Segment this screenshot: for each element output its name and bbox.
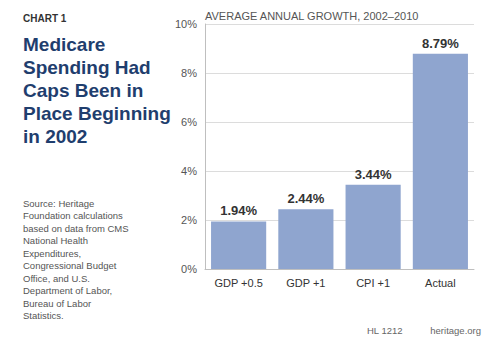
svg-text:6%: 6% (181, 116, 197, 128)
svg-text:4%: 4% (181, 165, 197, 177)
svg-text:GDP +0.5: GDP +0.5 (214, 277, 262, 289)
svg-text:Bureau of Labor: Bureau of Labor (23, 298, 94, 309)
svg-text:2%: 2% (181, 214, 197, 226)
svg-text:based on data from CMS: based on data from CMS (23, 223, 131, 234)
svg-text:8%: 8% (181, 67, 197, 79)
svg-text:GDP +1: GDP +1 (286, 277, 325, 289)
svg-text:in 2002: in 2002 (23, 126, 87, 147)
svg-text:Department of Labor,: Department of Labor, (23, 285, 115, 296)
svg-text:Expenditures,: Expenditures, (23, 248, 84, 259)
svg-text:2.44%: 2.44% (287, 191, 324, 206)
svg-text:CPI +1: CPI +1 (356, 277, 390, 289)
svg-text:1.94%: 1.94% (220, 203, 257, 218)
svg-text:10%: 10% (175, 18, 197, 30)
svg-text:Spending Had: Spending Had (23, 57, 156, 78)
svg-text:Congressional Budget: Congressional Budget (23, 260, 119, 271)
svg-text:8.79%: 8.79% (422, 36, 459, 51)
svg-text:Statistics.: Statistics. (23, 310, 64, 321)
svg-text:3.44%: 3.44% (355, 167, 392, 182)
svg-text:CHART 1: CHART 1 (23, 13, 67, 24)
svg-text:Office, and U.S.: Office, and U.S. (23, 273, 93, 284)
svg-text:HL 1212: HL 1212 (367, 325, 403, 336)
svg-text:Source: Heritage: Source: Heritage (23, 198, 97, 209)
svg-text:Medicare: Medicare (23, 34, 111, 55)
svg-text:Foundation calculations: Foundation calculations (23, 210, 125, 221)
svg-text:Actual: Actual (425, 277, 456, 289)
svg-text:AVERAGE ANNUAL GROWTH, 2002–20: AVERAGE ANNUAL GROWTH, 2002–2010 (205, 10, 418, 22)
svg-text:National Health: National Health (23, 235, 91, 246)
svg-text:0%: 0% (181, 263, 197, 275)
svg-text:Caps Been in: Caps Been in (23, 80, 149, 101)
svg-text:heritage.org: heritage.org (430, 325, 481, 336)
svg-text:Place Beginning: Place Beginning (23, 103, 176, 124)
